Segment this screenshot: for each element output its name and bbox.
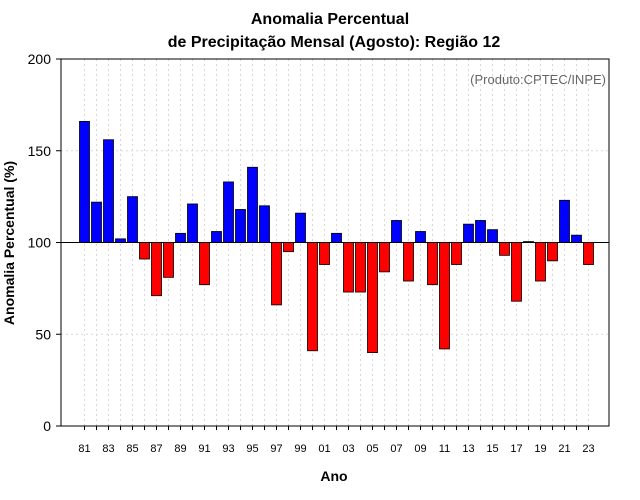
bar-04 [355, 242, 366, 293]
bar-83 [103, 139, 114, 243]
bar-86 [139, 242, 150, 260]
y-tick-label-1: 50 [35, 326, 51, 342]
x-axis-label: Ano [320, 468, 347, 484]
y-tick-label-3: 150 [28, 143, 52, 159]
bar-11 [439, 242, 450, 350]
x-tick-label-09: 09 [414, 443, 426, 455]
x-tick-label-91: 91 [198, 443, 210, 455]
y-axis-label: Anomalia Percentual (%) [1, 161, 17, 325]
bar-09 [415, 231, 426, 243]
bar-99 [295, 212, 306, 243]
bar-07 [391, 220, 402, 243]
x-tick-label-01: 01 [318, 443, 330, 455]
bar-85 [127, 196, 138, 243]
x-tick-label-23: 23 [582, 443, 594, 455]
bar-81 [79, 120, 90, 243]
x-tick-label-21: 21 [558, 443, 570, 455]
bar-06 [379, 242, 390, 273]
y-tick-label-2: 100 [28, 235, 52, 251]
bar-91 [199, 242, 210, 286]
x-tick-label-13: 13 [462, 443, 474, 455]
x-tick-label-93: 93 [222, 443, 234, 455]
x-tick-label-17: 17 [510, 443, 522, 455]
bar-98 [283, 242, 294, 253]
bar-05 [367, 242, 378, 353]
x-tick-label-05: 05 [366, 443, 378, 455]
bar-96 [259, 205, 270, 243]
bar-89 [175, 232, 186, 243]
y-tick-label-4: 200 [28, 51, 52, 67]
x-axis-ticks: 81 83 85 87 89 91 93 95 97 99 01 03 05 07 09 11 13 15 17 19… [78, 426, 595, 455]
source-annotation: (Produto:CPTEC/INPE) [470, 72, 606, 87]
x-tick-label-89: 89 [174, 443, 186, 455]
bar-90 [187, 203, 198, 243]
bar-23 [583, 242, 594, 265]
x-tick-label-87: 87 [150, 443, 162, 455]
bar-12 [451, 242, 462, 265]
bars [79, 120, 594, 353]
x-tick-label-15: 15 [486, 443, 498, 455]
chart-title-line1: Anomalia Percentual [251, 11, 409, 28]
bar-93 [223, 181, 234, 243]
bar-02 [331, 232, 342, 243]
grid-lines [61, 59, 609, 426]
x-tick-label-85: 85 [126, 443, 138, 455]
bar-88 [163, 242, 174, 278]
bar-92 [211, 231, 222, 243]
x-tick-label-03: 03 [342, 443, 354, 455]
bar-82 [91, 201, 102, 243]
y-tick-label-0: 0 [43, 418, 51, 434]
bar-13 [463, 223, 474, 243]
bar-97 [271, 242, 282, 306]
chart-title-line2: de Precipitação Mensal (Agosto): Região … [168, 34, 501, 51]
bar-21 [559, 199, 570, 243]
bar-84 [115, 238, 126, 243]
x-tick-label-19: 19 [534, 443, 546, 455]
x-tick-label-81: 81 [78, 443, 90, 455]
bar-22 [571, 234, 582, 243]
bar-19 [535, 242, 546, 282]
x-tick-label-83: 83 [102, 443, 114, 455]
x-tick-label-99: 99 [294, 443, 306, 455]
x-tick-label-11: 11 [439, 443, 450, 455]
x-tick-label-95: 95 [246, 443, 258, 455]
bar-95 [247, 166, 258, 243]
bar-14 [475, 220, 486, 243]
bar-03 [343, 242, 354, 293]
bar-00 [307, 242, 318, 352]
bar-15 [487, 229, 498, 243]
bar-87 [151, 242, 162, 297]
bar-01 [319, 242, 330, 265]
bar-10 [427, 242, 438, 286]
y-axis-ticks: 0 50 100 150 200 [28, 51, 61, 434]
x-tick-label-97: 97 [270, 443, 282, 455]
bar-16 [499, 242, 510, 256]
bar-17 [511, 242, 522, 302]
bar-20 [547, 242, 558, 262]
x-tick-label-07: 07 [390, 443, 402, 455]
bar-08 [403, 242, 414, 282]
bar-94 [235, 209, 246, 243]
